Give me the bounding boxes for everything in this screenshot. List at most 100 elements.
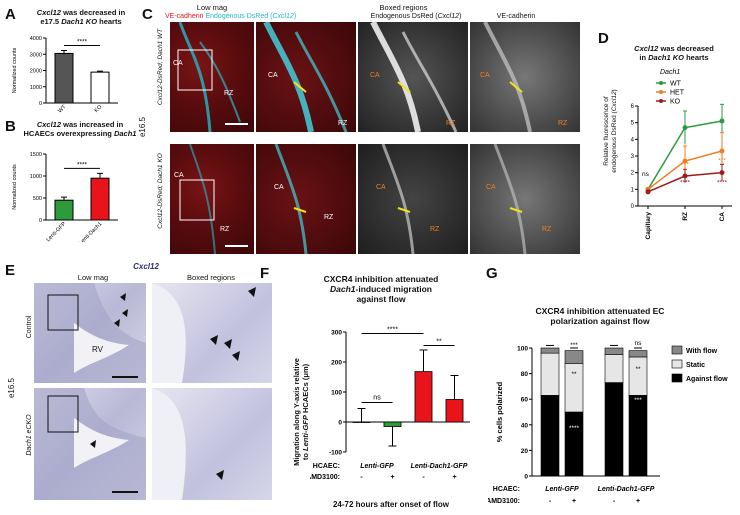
micrograph-c-ko-boxed-dsred: CA RZ [358,144,468,254]
treatment-mark: - [360,474,363,481]
panel-e-stage: e16.5 [7,377,16,399]
legend-label: Static [686,362,705,369]
stack-segment-with-flow [628,350,648,358]
sig-annotation: *** [718,158,726,165]
y-tick-label: 1 [631,187,635,193]
stack-segment-static [540,352,560,396]
stack-segment-with-flow [604,347,624,355]
y-tick-label: 100 [517,346,528,353]
sig-top: *** [570,342,578,349]
panel-c-letter: C [142,6,153,23]
y-tick-label: 0 [524,474,528,481]
panel-a-chart: 0 1000 2000 3000 4000 WT KO **** Normalized coun… [12,36,118,115]
stack-segment-static [628,356,648,396]
y-tick-label: 0 [631,204,635,210]
y-tick-label: 40 [521,422,529,429]
micrograph-c-wt-boxed-vecad: CA RZ [470,22,580,132]
panel-g-title: CXCR4 inhibition attenuated EC polarizati… [535,306,665,326]
y-tick-label: 200 [331,360,342,367]
row-label-hcaec: HCAEC: [493,486,520,493]
treatment-mark: + [572,498,576,505]
y-tick-label: 3000 [30,52,42,58]
group-label: Lenti-Dach1-GFP [598,486,655,493]
panel-a-letter: A [5,6,16,23]
label-rz: RZ [224,90,234,97]
panel-e-header-boxed: Boxed regions [187,273,235,282]
legend-label: WT [670,81,682,88]
micrograph-c-wt-boxed-merge: CA RZ [256,22,356,132]
y-tick-label: 0 [39,101,42,107]
x-tick-label: WT [57,104,68,115]
y-tick-label: 2000 [30,69,42,75]
sig-label: **** [77,39,88,46]
bar [383,421,402,427]
y-tick-label: 4 [631,137,635,143]
stack-segment-with-flow [540,347,560,354]
legend-marker [659,90,663,94]
y-tick-label: 6 [631,104,635,110]
y-tick-label: 300 [331,330,342,337]
x-tick-label: Lenti-Dach1 [78,221,103,242]
label-rz: RZ [558,120,568,127]
y-tick-label: 20 [521,448,529,455]
panel-c-legend: VE-cadherin Endogenous DsRed (Cxcl12) [165,13,297,20]
legend-swatch [671,345,683,355]
data-point [682,158,688,164]
panel-c-header-low: Low mag [196,3,228,12]
bar [54,52,74,104]
y-tick-label: 2 [631,171,635,177]
ns-label: ns [642,171,650,178]
y-tick-label: 0 [39,218,42,224]
x-tick-label: KO [94,104,104,114]
bar [445,399,464,423]
micrograph-c-wt-boxed-dsred: CA RZ [358,22,468,132]
micrograph-c-ko-boxed-vecad: CA RZ [470,144,580,254]
label-ca: CA [174,172,184,179]
y-tick-label: 1000 [30,174,42,180]
legend-marker [659,99,663,103]
data-point [645,189,651,195]
panel-b-title: Cxcl12 was increased in HCAECs overexpre… [23,120,137,138]
label-ca: CA [370,72,380,79]
micrograph-c-ko-boxed-merge: CA RZ [256,144,356,254]
sig-label: **** [387,327,398,334]
y-axis-label: % cells polarized [495,381,504,442]
panel-e-gene: Cxcl12 [133,262,159,271]
legend-label: With flow [686,348,718,355]
treatment-mark: - [613,498,616,505]
label-ca: CA [268,72,278,79]
panel-f-title: CXCR4 inhibition attenuated Dach1-induced… [323,274,439,304]
sig-mid: ** [571,371,577,378]
stack-segment-against-flow [564,411,584,477]
label-ca: CA [376,184,386,191]
bar [414,371,433,423]
label-ca: CA [480,72,490,79]
label-rz: RZ [446,120,456,127]
data-point [682,125,688,131]
y-tick-label: 1500 [30,152,42,158]
panel-f-footer: 24-72 hours after onset of flow [332,500,450,509]
y-tick-label: 5 [631,121,635,127]
y-tick-label: 1000 [30,85,42,91]
panel-c-row1-label: Cxcl12-DsRed; Dach1 WT [157,28,164,106]
data-point [719,170,725,176]
bar [352,421,371,423]
micrograph-e-control-boxed [152,283,272,383]
legend-marker [659,81,663,85]
label-rz: RZ [430,226,440,233]
y-tick-label: 3 [631,154,635,160]
y-tick-label: 500 [33,196,42,202]
y-tick-label: -100 [329,450,342,457]
treatment-mark: + [452,474,456,481]
x-tick-label: RZ [682,212,689,221]
panel-g-letter: G [486,265,498,282]
bar [54,199,74,221]
panel-b-letter: B [5,118,16,135]
panel-a-title: Cxcl12 was decreased in e17.5 Dach1 KO h… [36,8,126,26]
stack-segment-with-flow [564,350,584,364]
x-tick-label: Lenti-GFP [45,221,67,242]
panel-c-stage: e16.5 [138,116,147,138]
micrograph-e-eckO-boxed [152,388,272,500]
label-ca: CA [486,184,496,191]
